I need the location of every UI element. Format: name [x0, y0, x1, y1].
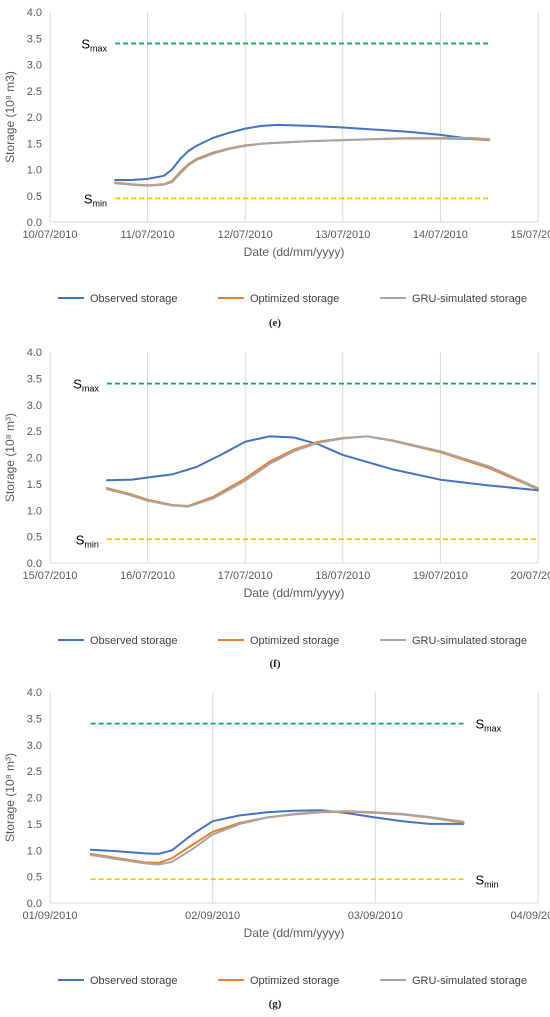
- smin-label: Smin: [76, 532, 99, 549]
- y-tick-label: 3.5: [27, 713, 42, 725]
- panel-caption: (f): [270, 658, 281, 670]
- y-tick-label: 1.5: [27, 479, 42, 491]
- x-axis-title: Date (dd/mm/yyyy): [244, 586, 345, 600]
- legend-label-gru: GRU-simulated storage: [412, 975, 527, 987]
- chart-panel-g: 01/09/2010 02/09/2010 03/09/2010 04/09/2010…: [3, 687, 550, 1010]
- y-tick-label: 1.0: [27, 165, 42, 177]
- smin-label: Smin: [84, 191, 107, 208]
- smin-label-sub: min: [93, 198, 108, 208]
- y-tick-label: 0.0: [27, 898, 42, 910]
- smax-label-sub: max: [484, 724, 502, 734]
- series-line-observed: [105, 435, 539, 492]
- x-tick-label: 03/09/2010: [348, 910, 403, 922]
- y-tick-label: 4.0: [27, 7, 42, 19]
- smax-label-main: S: [73, 377, 82, 392]
- chart-panel-e: 10/07/2010 11/07/2010 12/07/2010 13/07/2010…: [3, 7, 550, 329]
- legend-label-optimized: Optimized storage: [250, 635, 339, 647]
- x-tick-label: 15/07/2010: [510, 229, 550, 241]
- panel-caption: (g): [269, 998, 282, 1010]
- y-axis-title: Storage (10⁸ m3): [3, 71, 17, 163]
- legend-label-optimized: Optimized storage: [250, 975, 339, 987]
- smin-label-sub: min: [484, 879, 499, 889]
- series-line-observed: [114, 123, 491, 181]
- x-tick-label: 12/07/2010: [218, 229, 273, 241]
- y-tick-label: 0.5: [27, 872, 42, 884]
- series-line-gru: [105, 435, 539, 508]
- series-line-optimized: [114, 137, 491, 187]
- panel-caption: (e): [269, 317, 282, 329]
- smin-label-main: S: [84, 191, 93, 206]
- smax-label-main: S: [81, 37, 90, 52]
- y-tick-label: 2.5: [27, 86, 42, 98]
- y-tick-label: 4.0: [27, 347, 42, 359]
- smax-label-sub: max: [90, 44, 108, 54]
- y-tick-label: 2.5: [27, 766, 42, 778]
- smax-label-sub: max: [82, 384, 100, 394]
- smin-label-main: S: [475, 872, 484, 887]
- x-tick-label: 13/07/2010: [315, 229, 370, 241]
- chart-panel-f: 15/07/2010 16/07/2010 17/07/2010 18/07/2010…: [3, 347, 550, 670]
- legend-label-observed: Observed storage: [90, 293, 177, 305]
- x-tick-label: 10/07/2010: [22, 229, 77, 241]
- smax-label: Smax: [81, 37, 107, 54]
- x-tick-label: 01/09/2010: [22, 910, 77, 922]
- x-tick-label: 20/07/2010: [510, 570, 550, 582]
- y-tick-label: 0.5: [27, 191, 42, 203]
- y-tick-label: 3.0: [27, 400, 42, 412]
- legend-label-observed: Observed storage: [90, 975, 177, 987]
- y-tick-label: 4.0: [27, 687, 42, 699]
- y-tick-label: 2.0: [27, 793, 42, 805]
- x-tick-label: 14/07/2010: [413, 229, 468, 241]
- y-tick-label: 1.5: [27, 819, 42, 831]
- y-tick-label: 3.0: [27, 60, 42, 72]
- y-axis-title: Storage (10⁸ m³): [3, 753, 17, 842]
- y-tick-label: 0.0: [27, 217, 42, 229]
- x-tick-label: 17/07/2010: [218, 570, 273, 582]
- y-tick-label: 0.0: [27, 558, 42, 570]
- x-tick-label: 15/07/2010: [22, 570, 77, 582]
- legend-label-gru: GRU-simulated storage: [412, 635, 527, 647]
- smax-label: Smax: [475, 717, 501, 734]
- smax-label: Smax: [73, 377, 99, 394]
- x-axis-title: Date (dd/mm/yyyy): [244, 245, 345, 259]
- smin-label: Smin: [475, 872, 498, 889]
- x-axis-title: Date (dd/mm/yyyy): [244, 926, 345, 940]
- y-tick-label: 2.5: [27, 426, 42, 438]
- series-line-gru: [114, 137, 491, 187]
- x-tick-label: 04/09/2010: [510, 910, 550, 922]
- smax-label-main: S: [475, 717, 484, 732]
- legend-label-gru: GRU-simulated storage: [412, 293, 527, 305]
- y-tick-label: 2.0: [27, 453, 42, 465]
- y-tick-label: 3.5: [27, 33, 42, 45]
- y-tick-label: 1.5: [27, 138, 42, 150]
- y-tick-label: 2.0: [27, 112, 42, 124]
- x-tick-label: 02/09/2010: [185, 910, 240, 922]
- smin-label-sub: min: [84, 539, 99, 549]
- series-line-observed: [89, 809, 465, 855]
- legend-label-optimized: Optimized storage: [250, 293, 339, 305]
- x-tick-label: 16/07/2010: [120, 570, 175, 582]
- series-line-optimized: [89, 810, 465, 864]
- y-tick-label: 3.0: [27, 740, 42, 752]
- x-tick-label: 11/07/2010: [120, 229, 174, 241]
- y-tick-label: 1.0: [27, 845, 42, 857]
- x-tick-label: 19/07/2010: [413, 570, 468, 582]
- y-tick-label: 3.5: [27, 373, 42, 385]
- smin-label-main: S: [76, 532, 85, 547]
- x-tick-label: 18/07/2010: [315, 570, 370, 582]
- y-axis-title: Storage (10⁸ m³): [3, 413, 17, 502]
- legend-label-observed: Observed storage: [90, 635, 177, 647]
- series-line-gru: [89, 810, 465, 866]
- y-tick-label: 0.5: [27, 532, 42, 544]
- y-tick-label: 1.0: [27, 505, 42, 517]
